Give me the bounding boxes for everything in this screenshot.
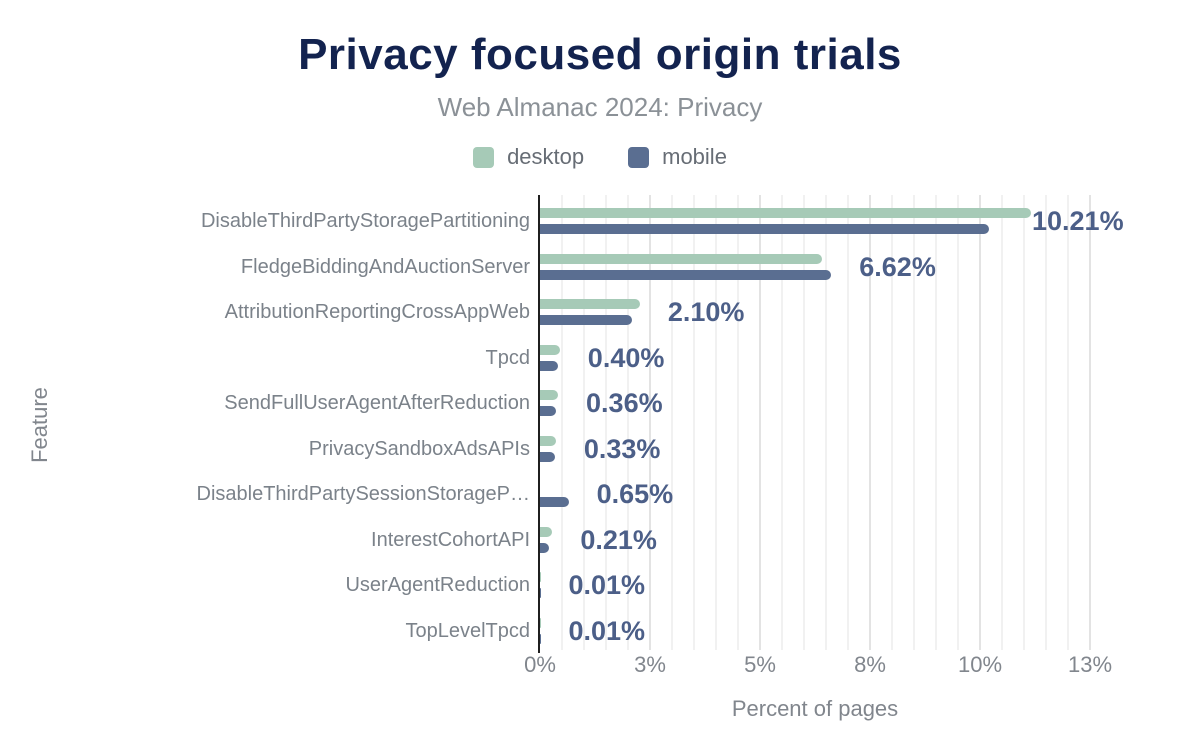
- value-label: 0.40%: [587, 342, 665, 373]
- category-label: DisableThirdPartyStoragePartitioning: [200, 210, 530, 232]
- minor-gridline: [825, 195, 827, 650]
- category-label: InterestCohortAPI: [371, 528, 530, 551]
- bar-mobile[interactable]: [540, 315, 633, 325]
- y-axis-title: Feature: [27, 387, 52, 463]
- value-label: 0.65%: [596, 479, 674, 509]
- bar-desktop[interactable]: [540, 526, 553, 537]
- minor-gridline: [737, 195, 739, 650]
- x-tick-label: 0%: [524, 652, 556, 677]
- value-label: 6.62%: [859, 251, 936, 282]
- value-label: 2.10%: [667, 297, 745, 327]
- legend-label-desktop: desktop: [507, 144, 585, 169]
- x-tick-label: 10%: [957, 652, 1003, 677]
- plot-area: [538, 195, 1091, 653]
- minor-gridline: [957, 195, 959, 650]
- legend-item-mobile[interactable]: mobile: [628, 144, 727, 170]
- legend-swatch-desktop: [473, 146, 495, 168]
- legend: desktop mobile: [0, 142, 1200, 172]
- legend-label-mobile: mobile: [662, 144, 727, 169]
- category-label: Tpcd: [485, 346, 530, 369]
- chart-title: Privacy focused origin trials: [298, 30, 902, 79]
- x-axis-title: Percent of pages: [731, 696, 899, 721]
- category-label: PrivacySandboxAdsAPIs: [308, 437, 530, 460]
- category-label: UserAgentReduction: [345, 574, 530, 596]
- bar-mobile[interactable]: [540, 497, 569, 507]
- major-gridline: [759, 195, 761, 650]
- bar-mobile[interactable]: [540, 406, 556, 416]
- bar-desktop[interactable]: [540, 299, 640, 309]
- value-label: 10.21%: [1032, 206, 1124, 236]
- category-label: DisableThirdPartySessionStorageP…: [196, 483, 531, 505]
- minor-gridline: [627, 195, 629, 650]
- x-tick-label: 13%: [1067, 652, 1113, 677]
- value-label: 0.33%: [583, 433, 661, 464]
- bar-desktop[interactable]: [540, 253, 823, 264]
- minor-gridline: [781, 195, 783, 650]
- minor-gridline: [847, 195, 849, 650]
- minor-gridline: [605, 195, 607, 650]
- major-gridline: [979, 195, 981, 650]
- value-label: 0.36%: [586, 388, 663, 418]
- chart-subtitle: Web Almanac 2024: Privacy: [437, 92, 763, 122]
- minor-gridline: [1067, 195, 1069, 650]
- minor-gridline: [561, 195, 563, 650]
- minor-gridline: [935, 195, 937, 650]
- minor-gridline: [1045, 195, 1047, 650]
- legend-swatch-mobile: [628, 146, 650, 168]
- major-gridline: [869, 195, 871, 650]
- minor-gridline: [913, 195, 915, 650]
- major-gridline: [1089, 195, 1091, 650]
- value-label: 0.01%: [568, 615, 645, 646]
- category-label: FledgeBiddingAndAuctionServer: [240, 255, 530, 278]
- bar-mobile[interactable]: [540, 451, 555, 462]
- value-label: 0.21%: [580, 524, 657, 555]
- bar-mobile[interactable]: [540, 542, 550, 553]
- legend-item-desktop[interactable]: desktop: [473, 144, 584, 170]
- bar-desktop[interactable]: [540, 208, 1031, 218]
- category-label: AttributionReportingCrossAppWeb: [224, 301, 530, 323]
- x-tick-label: 5%: [744, 652, 776, 677]
- minor-gridline: [693, 195, 695, 650]
- minor-gridline: [803, 195, 805, 650]
- y-axis-line: [538, 195, 540, 653]
- bar-mobile[interactable]: [540, 224, 990, 234]
- x-tick-label: 8%: [854, 652, 886, 677]
- minor-gridline: [1023, 195, 1025, 650]
- minor-gridline: [715, 195, 717, 650]
- x-tick-label: 3%: [634, 652, 666, 677]
- bar-desktop[interactable]: [540, 435, 556, 446]
- category-label: SendFullUserAgentAfterReduction: [224, 392, 530, 414]
- value-label: 0.01%: [568, 570, 645, 600]
- minor-gridline: [891, 195, 893, 650]
- bar-mobile[interactable]: [540, 360, 558, 371]
- minor-gridline: [671, 195, 673, 650]
- minor-gridline: [1001, 195, 1003, 650]
- major-gridline: [649, 195, 651, 650]
- minor-gridline: [583, 195, 585, 650]
- bar-desktop[interactable]: [540, 344, 560, 355]
- bar-desktop[interactable]: [540, 390, 559, 400]
- category-label: TopLevelTpcd: [405, 619, 530, 642]
- bar-mobile[interactable]: [540, 269, 832, 280]
